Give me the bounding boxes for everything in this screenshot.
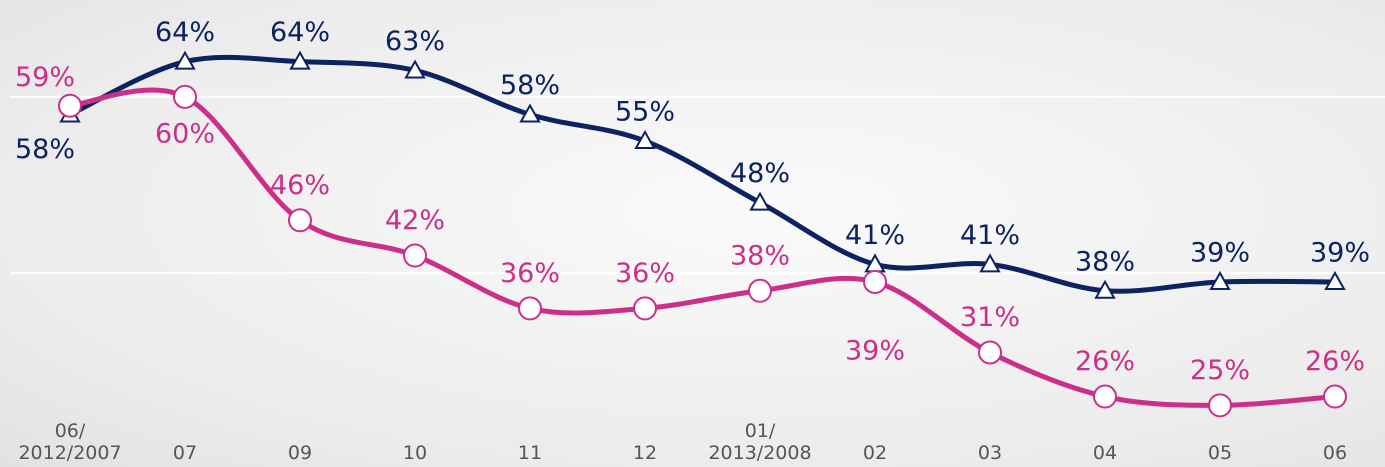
data-label: 41% [960, 220, 1020, 251]
point [519, 103, 541, 123]
data-label: 64% [270, 17, 330, 48]
data-label: 64% [155, 17, 215, 48]
point [174, 50, 196, 70]
data-label: 58% [500, 70, 560, 101]
x-tick-label: 12 [632, 442, 658, 464]
data-label: 42% [385, 205, 445, 236]
x-tick-label: 10 [402, 442, 428, 464]
data-label: 26% [1075, 346, 1135, 377]
data-label: 36% [500, 258, 560, 289]
point [58, 93, 82, 118]
x-tick-label: 01/ 2013/2008 [708, 420, 812, 464]
point [288, 208, 312, 233]
point [863, 269, 887, 294]
x-tick-label: 06 [1322, 442, 1348, 464]
x-tick-label: 09 [287, 442, 313, 464]
x-tick-label: 11 [517, 442, 543, 464]
data-label: 59% [15, 62, 75, 93]
point [748, 278, 772, 303]
x-tick-label: 03 [977, 442, 1003, 464]
data-label: 46% [270, 170, 330, 201]
point [1093, 384, 1117, 409]
point [173, 84, 197, 109]
data-label: 38% [1075, 246, 1135, 277]
point [403, 243, 427, 268]
point [404, 59, 426, 79]
data-label: 58% [15, 134, 75, 165]
point [1323, 384, 1347, 409]
x-tick-label: 04 [1092, 442, 1118, 464]
data-label: 48% [730, 158, 790, 189]
point [633, 296, 657, 321]
data-label: 31% [960, 302, 1020, 333]
data-label: 60% [155, 118, 215, 149]
data-label: 38% [730, 240, 790, 271]
point [518, 296, 542, 321]
x-tick-label: 07 [172, 442, 198, 464]
data-label: 39% [1190, 237, 1250, 268]
data-label: 36% [615, 258, 675, 289]
data-label: 55% [615, 96, 675, 127]
data-label: 63% [385, 26, 445, 57]
x-tick-label: 06/ 2012/2007 [18, 420, 122, 464]
point [289, 50, 311, 70]
x-tick-label: 05 [1207, 442, 1233, 464]
point [1094, 279, 1116, 299]
series-line [67, 87, 1338, 408]
data-label: 25% [1190, 355, 1250, 386]
data-label: 39% [1310, 237, 1370, 268]
data-label: 41% [845, 220, 905, 251]
point [1209, 270, 1231, 290]
x-tick-label: 02 [862, 442, 888, 464]
point [979, 253, 1001, 273]
point [1208, 393, 1232, 418]
point [1324, 270, 1346, 290]
point [978, 340, 1002, 365]
point [634, 129, 656, 149]
point [749, 191, 771, 211]
data-label: 26% [1305, 346, 1365, 377]
data-label: 39% [845, 335, 905, 366]
